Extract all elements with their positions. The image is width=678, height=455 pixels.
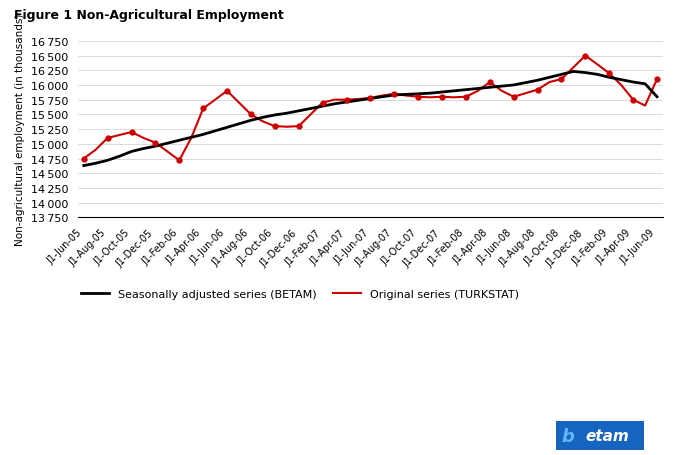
- Text: Figure 1 Non-Agricultural Employment: Figure 1 Non-Agricultural Employment: [14, 9, 283, 22]
- Text: etam: etam: [585, 428, 629, 443]
- Legend: Seasonally adjusted series (BETAM), Original series (TURKSTAT): Seasonally adjusted series (BETAM), Orig…: [77, 285, 523, 304]
- Text: b: b: [561, 427, 574, 445]
- Y-axis label: Non-agricultural employment (in thousands): Non-agricultural employment (in thousand…: [15, 14, 25, 246]
